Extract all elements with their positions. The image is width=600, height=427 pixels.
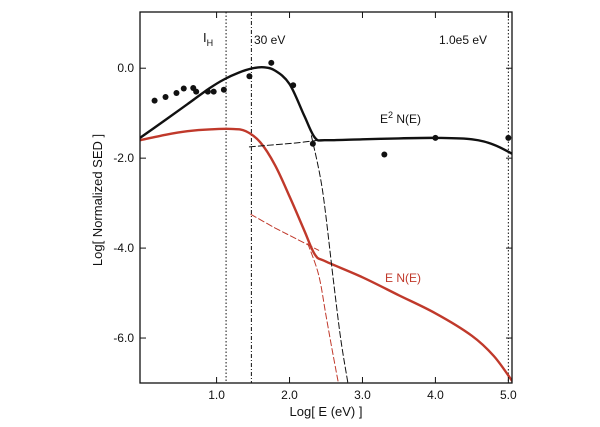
reference-lines	[225, 12, 509, 383]
data-point-11	[290, 82, 297, 89]
data-point-2	[173, 89, 180, 96]
series-label-e2ne: E2 N(E)	[380, 110, 421, 126]
data-point-15	[505, 134, 512, 141]
data-point-5	[193, 88, 200, 95]
y-tick-label-1: -2.0	[113, 151, 134, 165]
vline-label-1e5ev: 1.0e5 eV	[439, 33, 487, 47]
series-label-ene: E N(E)	[385, 271, 421, 285]
x-tick-label-4: 5.0	[500, 388, 517, 402]
data-point-3	[180, 85, 187, 92]
vline-label-ih: IH	[203, 30, 213, 48]
y-tick-label-0: 0.0	[117, 61, 134, 75]
x-axis-label: Log[ E (eV) ]	[290, 404, 363, 419]
series-layer	[140, 65, 512, 383]
data-point-7	[210, 88, 217, 95]
series-line-2	[310, 135, 349, 383]
data-point-14	[432, 134, 439, 141]
series-line-3	[248, 139, 320, 148]
data-point-6	[204, 88, 211, 95]
y-tick-label-2: -4.0	[113, 241, 134, 255]
data-point-12	[309, 140, 316, 147]
x-tick-label-1: 2.0	[281, 388, 298, 402]
data-points	[151, 59, 512, 158]
y-axis-label: Log[ Normalized SED ]	[90, 134, 105, 266]
axis-ticks: 1.0 2.0 3.0 4.0 5.0 0.0 -2.0 -4.0 -6.0	[113, 12, 517, 402]
data-point-0	[151, 97, 158, 104]
plot-frame	[139, 11, 513, 384]
data-point-8	[220, 86, 227, 93]
series-line-5	[250, 213, 320, 251]
data-point-1	[162, 93, 169, 100]
data-point-9	[246, 73, 253, 80]
series-line-4	[307, 243, 339, 383]
x-tick-label-2: 3.0	[354, 388, 371, 402]
data-point-10	[268, 59, 275, 66]
vline-label-30ev: 30 eV	[254, 33, 285, 47]
data-point-13	[381, 151, 388, 158]
y-tick-label-3: -6.0	[113, 331, 134, 345]
x-tick-label-3: 4.0	[427, 388, 444, 402]
series-line-1	[140, 127, 512, 382]
series-line-0	[140, 65, 512, 155]
x-tick-label-0: 1.0	[208, 388, 225, 402]
